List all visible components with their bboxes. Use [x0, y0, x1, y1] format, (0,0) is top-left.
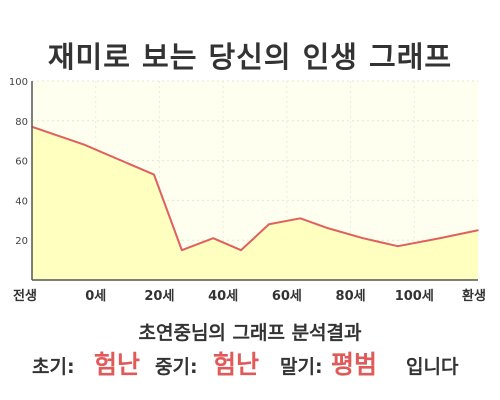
y-tick-label: 40 [15, 196, 28, 207]
analysis-summary: 초기: 험난 중기: 험난 말기: 평범 입니다 [0, 347, 500, 383]
early-label: 초기: [32, 356, 75, 378]
y-tick-label: 60 [15, 157, 28, 168]
late-value: 평범 [331, 350, 378, 379]
early-value: 험난 [94, 350, 141, 379]
late-label: 말기: [280, 356, 323, 378]
data-point [153, 173, 155, 176]
data-point [83, 143, 86, 146]
x-tick-label: 환생 [462, 288, 486, 304]
area-fill [32, 126, 478, 281]
y-tick-label: 100 [9, 77, 28, 88]
x-tick-label: 80세 [336, 289, 366, 304]
data-point [268, 223, 270, 226]
data-point [299, 217, 302, 220]
data-point [240, 249, 242, 251]
x-tick-label: 40세 [208, 289, 238, 304]
data-point [362, 237, 364, 240]
x-tick-label: 60세 [272, 289, 302, 304]
page-title: 재미로 보는 당신의 인생 그래프 [47, 40, 453, 74]
data-point [438, 237, 441, 240]
data-point [397, 245, 399, 247]
x-tick-label: 20세 [144, 289, 174, 304]
data-point [477, 229, 479, 232]
data-point [327, 227, 329, 230]
middle-value: 험난 [213, 350, 260, 379]
data-point [212, 237, 214, 240]
ending-text: 입니다 [406, 356, 459, 378]
x-tick-label: 100세 [395, 289, 434, 304]
y-tick-label: 20 [15, 236, 28, 247]
middle-label: 중기: [155, 356, 198, 378]
x-tick-label: 전생 [13, 288, 37, 304]
x-tick-label: 0세 [85, 289, 106, 304]
data-point [181, 249, 183, 251]
analysis-heading: 초연중님의 그래프 분석결과 [138, 322, 362, 344]
y-tick-label: 80 [15, 117, 28, 128]
